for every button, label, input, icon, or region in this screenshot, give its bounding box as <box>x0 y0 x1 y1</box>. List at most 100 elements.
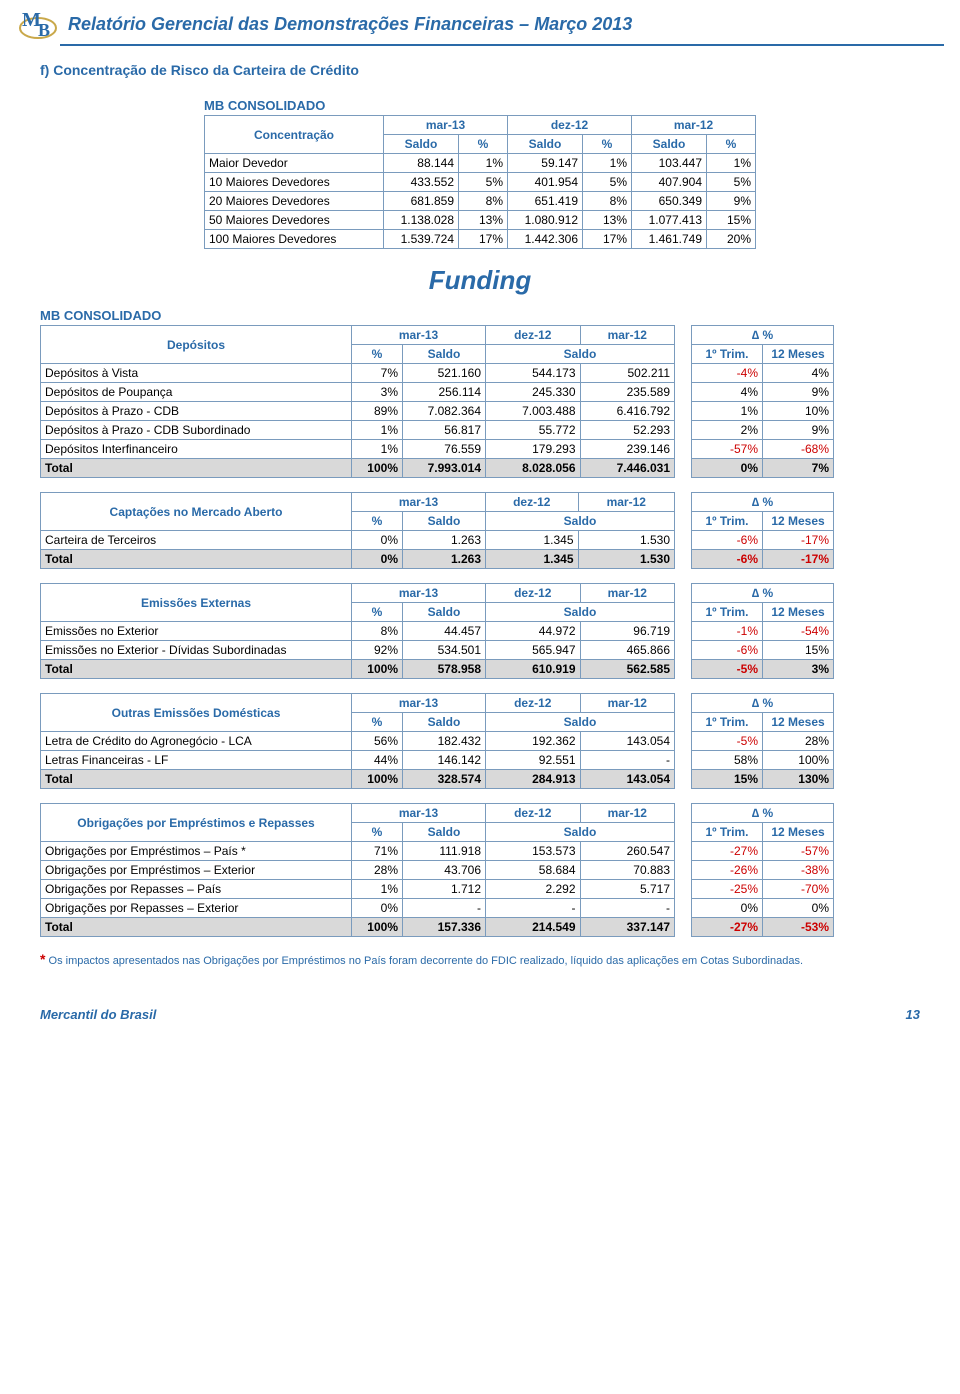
table-row: 100 Maiores Devedores1.539.72417%1.442.3… <box>205 230 756 249</box>
section-f-title: f) Concentração de Risco da Carteira de … <box>40 62 920 78</box>
header-title: Relatório Gerencial das Demonstrações Fi… <box>68 14 632 35</box>
table-row: -25%-70% <box>692 880 834 899</box>
depositos-delta-table: ∆ %1º Trim.12 Meses-4%4%4%9%1%10%2%9%-57… <box>691 325 834 478</box>
emissoes_ext-table: Emissões Externasmar-13dez-12mar-12%Sald… <box>40 583 675 679</box>
cell: 1.080.912 <box>508 211 583 230</box>
row-label: Depósitos à Prazo - CDB <box>41 402 352 421</box>
row-header: Obrigações por Empréstimos e Repasses <box>41 804 352 842</box>
table-row: -6%15% <box>692 641 834 660</box>
cell: 88.144 <box>384 154 459 173</box>
table-row: Depósitos à Prazo - CDB Subordinado1%56.… <box>41 421 675 440</box>
cell: 650.349 <box>632 192 707 211</box>
cell: 17% <box>583 230 632 249</box>
emissoes_dom-table: Outras Emissões Domésticasmar-13dez-12ma… <box>40 693 675 789</box>
table-row: -26%-38% <box>692 861 834 880</box>
table-row: Emissões no Exterior - Dívidas Subordina… <box>41 641 675 660</box>
svg-text:B: B <box>38 20 50 40</box>
table-row: Maior Devedor88.1441%59.1471%103.4471% <box>205 154 756 173</box>
row-label: Emissões no Exterior - Dívidas Subordina… <box>41 641 352 660</box>
table-row: Carteira de Terceiros0%1.2631.3451.530 <box>41 531 675 550</box>
captacoes-delta-table: ∆ %1º Trim.12 Meses-6%-17%-6%-17% <box>691 492 834 569</box>
logo-mb: M B <box>16 6 60 42</box>
total-row: Total100%328.574284.913143.054 <box>41 770 675 789</box>
table-row: Letras Financeiras - LF44%146.14292.551- <box>41 751 675 770</box>
total-row: -6%-17% <box>692 550 834 569</box>
cell: 5% <box>583 173 632 192</box>
table-row: 10 Maiores Devedores433.5525%401.9545%40… <box>205 173 756 192</box>
table-row: Letra de Crédito do Agronegócio - LCA56%… <box>41 732 675 751</box>
row-label: Letra de Crédito do Agronegócio - LCA <box>41 732 352 751</box>
row-label: Emissões no Exterior <box>41 622 352 641</box>
concentracao-header: Concentração <box>205 116 384 154</box>
row-label: Depósitos de Poupança <box>41 383 352 402</box>
footer-page-number: 13 <box>906 1007 920 1022</box>
mb-consolidado-label-2: MB CONSOLIDADO <box>40 308 920 323</box>
total-row: Total100%157.336214.549337.147 <box>41 918 675 937</box>
total-row: 15%130% <box>692 770 834 789</box>
row-header: Captações no Mercado Aberto <box>41 493 352 531</box>
row-header: Outras Emissões Domésticas <box>41 694 352 732</box>
table-row: Obrigações por Repasses – País1%1.7122.2… <box>41 880 675 899</box>
total-row: -27%-53% <box>692 918 834 937</box>
table-row: -27%-57% <box>692 842 834 861</box>
depositos-table: Depósitosmar-13dez-12mar-12%SaldoSaldoDe… <box>40 325 675 478</box>
cell: 651.419 <box>508 192 583 211</box>
footer-left: Mercantil do Brasil <box>40 1007 156 1022</box>
cell: 5% <box>707 173 756 192</box>
funding-title: Funding <box>40 265 920 296</box>
cell: 20% <box>707 230 756 249</box>
table-row: 2%9% <box>692 421 834 440</box>
table-row: 50 Maiores Devedores1.138.02813%1.080.91… <box>205 211 756 230</box>
table-row: Depósitos Interfinanceiro1%76.559179.293… <box>41 440 675 459</box>
table-row: Obrigações por Empréstimos – País *71%11… <box>41 842 675 861</box>
total-row: Total100%7.993.0148.028.0567.446.031 <box>41 459 675 478</box>
emissoes_ext-delta-table: ∆ %1º Trim.12 Meses-1%-54%-6%15%-5%3% <box>691 583 834 679</box>
table-row: -57%-68% <box>692 440 834 459</box>
table-row: Depósitos à Vista7%521.160544.173502.211 <box>41 364 675 383</box>
table-row: 4%9% <box>692 383 834 402</box>
cell: 1% <box>707 154 756 173</box>
cell: 433.552 <box>384 173 459 192</box>
page-header: M B Relatório Gerencial das Demonstraçõe… <box>0 0 960 42</box>
row-label: 20 Maiores Devedores <box>205 192 384 211</box>
cell: 8% <box>459 192 508 211</box>
row-label: Depósitos Interfinanceiro <box>41 440 352 459</box>
page-footer: Mercantil do Brasil 13 <box>0 967 960 1038</box>
table-row: -1%-54% <box>692 622 834 641</box>
cell: 9% <box>707 192 756 211</box>
mb-consolidado-label: MB CONSOLIDADO <box>204 98 756 113</box>
cell: 15% <box>707 211 756 230</box>
cell: 1% <box>583 154 632 173</box>
row-label: Depósitos à Vista <box>41 364 352 383</box>
cell: 103.447 <box>632 154 707 173</box>
concentracao-table: Concentração mar-13 dez-12 mar-12 Saldo … <box>204 115 756 249</box>
row-label: Obrigações por Repasses – Exterior <box>41 899 352 918</box>
total-row: Total100%578.958610.919562.585 <box>41 660 675 679</box>
row-label: 100 Maiores Devedores <box>205 230 384 249</box>
table-row: 0%0% <box>692 899 834 918</box>
obrigacoes-table: Obrigações por Empréstimos e Repassesmar… <box>40 803 675 937</box>
cell: 681.859 <box>384 192 459 211</box>
cell: 1.077.413 <box>632 211 707 230</box>
captacoes-table: Captações no Mercado Abertomar-13dez-12m… <box>40 492 675 569</box>
cell: 1% <box>459 154 508 173</box>
cell: 8% <box>583 192 632 211</box>
cell: 17% <box>459 230 508 249</box>
cell: 1.442.306 <box>508 230 583 249</box>
obrigacoes-delta-table: ∆ %1º Trim.12 Meses-27%-57%-26%-38%-25%-… <box>691 803 834 937</box>
row-label: 50 Maiores Devedores <box>205 211 384 230</box>
table-row: 1%10% <box>692 402 834 421</box>
row-label: Obrigações por Repasses – País <box>41 880 352 899</box>
table-row: Emissões no Exterior8%44.45744.97296.719 <box>41 622 675 641</box>
table-row: 20 Maiores Devedores681.8598%651.4198%65… <box>205 192 756 211</box>
footnote: * Os impactos apresentados nas Obrigaçõe… <box>40 951 920 967</box>
row-label: 10 Maiores Devedores <box>205 173 384 192</box>
row-header: Depósitos <box>41 326 352 364</box>
cell: 1.539.724 <box>384 230 459 249</box>
row-header: Emissões Externas <box>41 584 352 622</box>
row-label: Carteira de Terceiros <box>41 531 352 550</box>
cell: 407.904 <box>632 173 707 192</box>
table-row: -6%-17% <box>692 531 834 550</box>
table-row: Depósitos de Poupança3%256.114245.330235… <box>41 383 675 402</box>
row-label: Maior Devedor <box>205 154 384 173</box>
